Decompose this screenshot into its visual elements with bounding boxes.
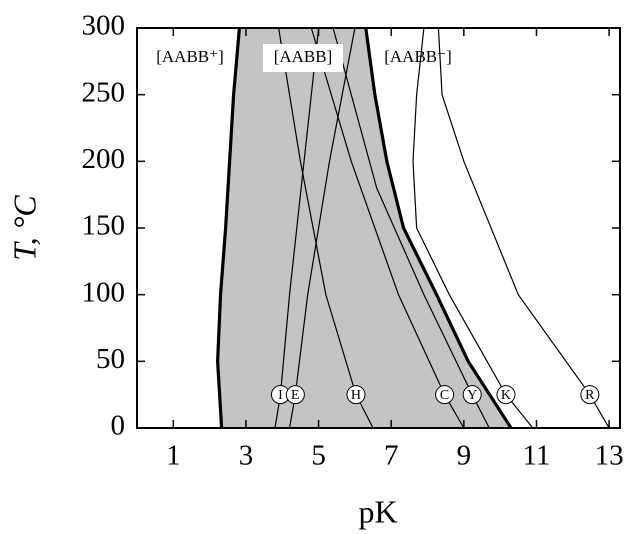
x-tick-label: 5	[311, 440, 326, 472]
shaded-region	[217, 28, 512, 428]
boundary	[364, 28, 513, 428]
plot-area	[216, 28, 610, 428]
curve-marker	[346, 385, 366, 405]
x-axis-label: pK	[358, 493, 397, 529]
y-tick-label: 200	[82, 143, 126, 175]
curve-label: K	[501, 388, 511, 403]
curve-marker	[435, 385, 455, 405]
x-tick-label: 3	[239, 440, 254, 472]
curve	[274, 28, 320, 428]
region-label: [AABB⁻]	[384, 47, 452, 66]
x-tick-label: 7	[384, 440, 399, 472]
y-tick-label: 100	[82, 276, 126, 308]
boundary	[216, 28, 242, 428]
y-tick-label: 0	[111, 410, 126, 442]
curve-label: I	[278, 388, 283, 403]
curve-label: Y	[467, 388, 477, 403]
region-label: [AABB⁺]	[156, 47, 224, 66]
y-tick-label: 50	[96, 343, 125, 375]
curve	[310, 28, 465, 428]
curve-marker	[462, 385, 482, 405]
y-tick-label: 250	[82, 76, 126, 108]
x-tick-label: 9	[457, 440, 472, 472]
y-tick-label: 150	[82, 210, 126, 242]
curve-label: R	[585, 388, 595, 403]
x-tick-label: 1	[166, 440, 181, 472]
curve	[278, 28, 374, 428]
y-axis-label: T, °C	[6, 195, 42, 261]
curve-marker	[285, 385, 305, 405]
curve-label: E	[291, 388, 300, 403]
curve-label: C	[440, 388, 449, 403]
x-tick-label: 13	[595, 440, 624, 472]
region-label: [AABB]	[274, 47, 333, 66]
curve-label: H	[351, 388, 361, 403]
curve	[332, 28, 490, 428]
curve-marker	[496, 385, 516, 405]
y-tick-label: 300	[82, 10, 126, 42]
label-box	[263, 44, 343, 72]
x-tick-label: 11	[523, 440, 551, 472]
curve-marker	[580, 385, 600, 405]
